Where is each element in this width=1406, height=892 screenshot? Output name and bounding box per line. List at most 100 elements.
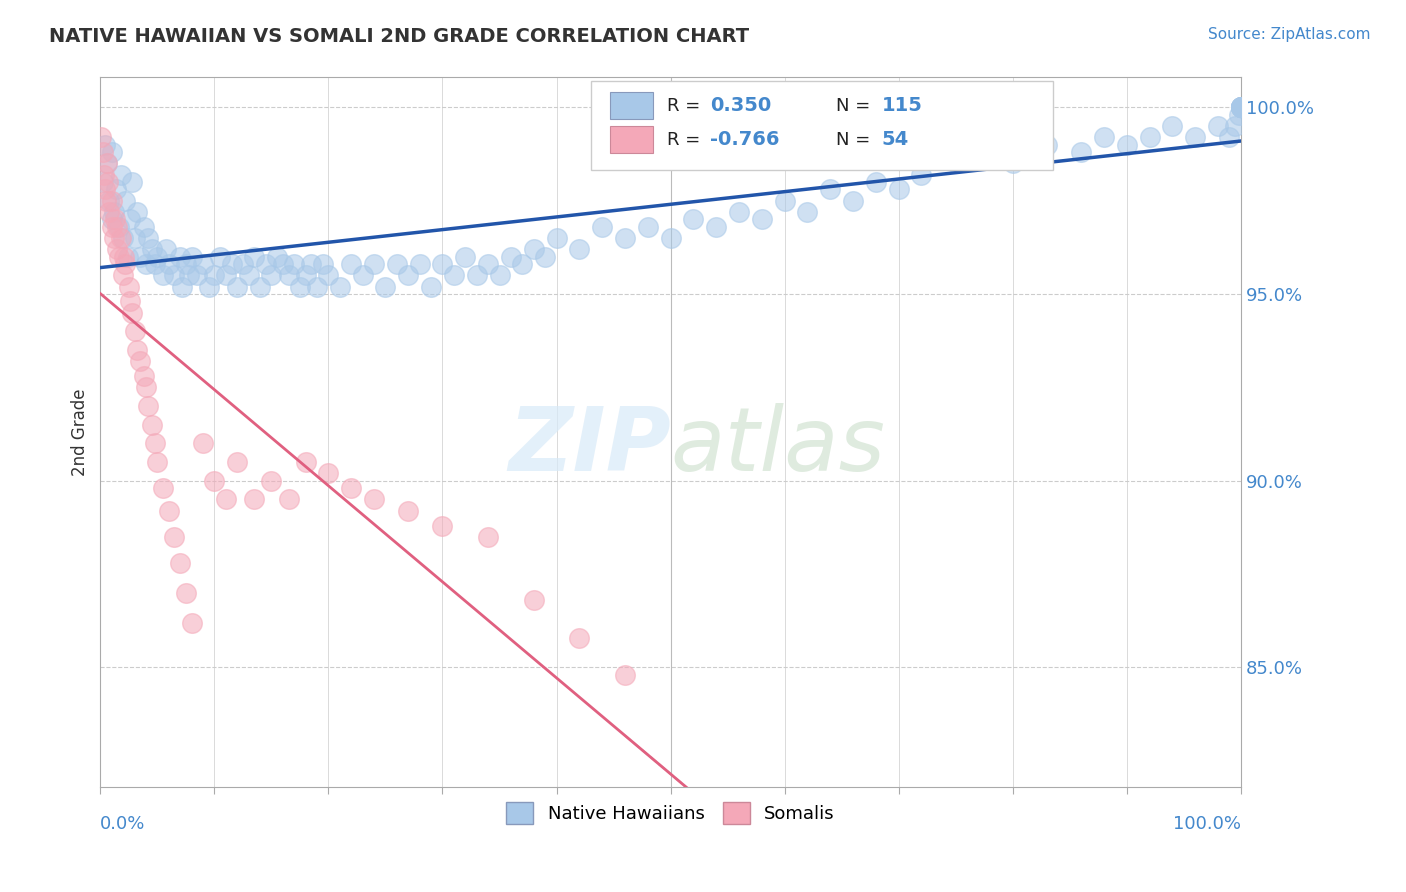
Text: N =: N = [837, 97, 876, 115]
Point [396, 268, 419, 283]
Point [1218, 130, 1240, 145]
Point [299, 257, 322, 271]
Point [523, 593, 546, 607]
Point [125, 343, 148, 357]
Text: 0.350: 0.350 [710, 96, 772, 115]
Point [1230, 100, 1253, 114]
Point [288, 279, 311, 293]
Point [180, 250, 202, 264]
Point [112, 250, 135, 264]
Point [1230, 100, 1253, 114]
Point [613, 668, 636, 682]
Point [443, 268, 465, 283]
Point [887, 182, 910, 196]
Point [613, 231, 636, 245]
Point [1139, 130, 1161, 145]
Point [945, 156, 967, 170]
Point [477, 257, 499, 271]
Point [243, 250, 266, 264]
Point [1223, 119, 1246, 133]
Point [352, 268, 374, 283]
Point [114, 194, 136, 208]
Point [682, 212, 704, 227]
Point [312, 257, 335, 271]
Point [637, 219, 659, 234]
Point [157, 503, 180, 517]
Point [136, 399, 159, 413]
Point [1206, 119, 1229, 133]
Point [226, 455, 249, 469]
Point [112, 268, 135, 283]
Text: 54: 54 [882, 130, 908, 149]
Point [90, 130, 112, 145]
Point [186, 268, 208, 283]
Point [865, 175, 887, 189]
Point [202, 268, 225, 283]
Point [796, 205, 818, 219]
Point [277, 268, 299, 283]
Point [408, 257, 430, 271]
Point [114, 257, 136, 271]
Point [91, 145, 114, 160]
Point [118, 279, 141, 293]
Point [243, 492, 266, 507]
Point [1070, 145, 1092, 160]
Point [124, 231, 146, 245]
Point [191, 436, 214, 450]
Point [659, 231, 682, 245]
FancyBboxPatch shape [591, 81, 1053, 169]
Point [1184, 130, 1206, 145]
Point [591, 219, 613, 234]
Point [1230, 100, 1253, 114]
Point [135, 380, 157, 394]
Point [209, 250, 232, 264]
Point [191, 257, 214, 271]
Point [773, 194, 796, 208]
Text: 0.0%: 0.0% [100, 815, 146, 833]
Point [305, 279, 328, 293]
Point [163, 268, 186, 283]
Point [1230, 100, 1253, 114]
Point [374, 279, 396, 293]
Point [132, 219, 155, 234]
Point [146, 250, 169, 264]
Text: N =: N = [837, 131, 876, 149]
Text: -0.766: -0.766 [710, 130, 780, 149]
Point [842, 194, 865, 208]
Point [1161, 119, 1184, 133]
Point [523, 242, 546, 256]
Point [396, 503, 419, 517]
Point [94, 182, 117, 196]
Point [271, 257, 294, 271]
Point [1227, 108, 1250, 122]
Point [96, 156, 118, 170]
Point [820, 182, 842, 196]
Point [96, 156, 118, 170]
Legend: Native Hawaiians, Somalis: Native Hawaiians, Somalis [499, 795, 842, 831]
Point [100, 212, 122, 227]
Point [510, 257, 533, 271]
Point [125, 205, 148, 219]
Point [107, 219, 129, 234]
Point [226, 279, 249, 293]
Point [118, 212, 141, 227]
Text: Source: ZipAtlas.com: Source: ZipAtlas.com [1208, 27, 1371, 42]
Point [329, 279, 352, 293]
Point [100, 145, 122, 160]
Point [260, 474, 283, 488]
Point [1036, 137, 1059, 152]
Point [202, 474, 225, 488]
Point [363, 257, 385, 271]
Point [979, 145, 1001, 160]
Point [124, 324, 146, 338]
Point [98, 194, 121, 208]
Point [249, 279, 271, 293]
Point [143, 257, 166, 271]
Point [488, 268, 510, 283]
Point [100, 194, 122, 208]
Text: 115: 115 [882, 96, 922, 115]
Point [1230, 100, 1253, 114]
Point [254, 257, 277, 271]
Point [180, 615, 202, 630]
Point [363, 492, 385, 507]
